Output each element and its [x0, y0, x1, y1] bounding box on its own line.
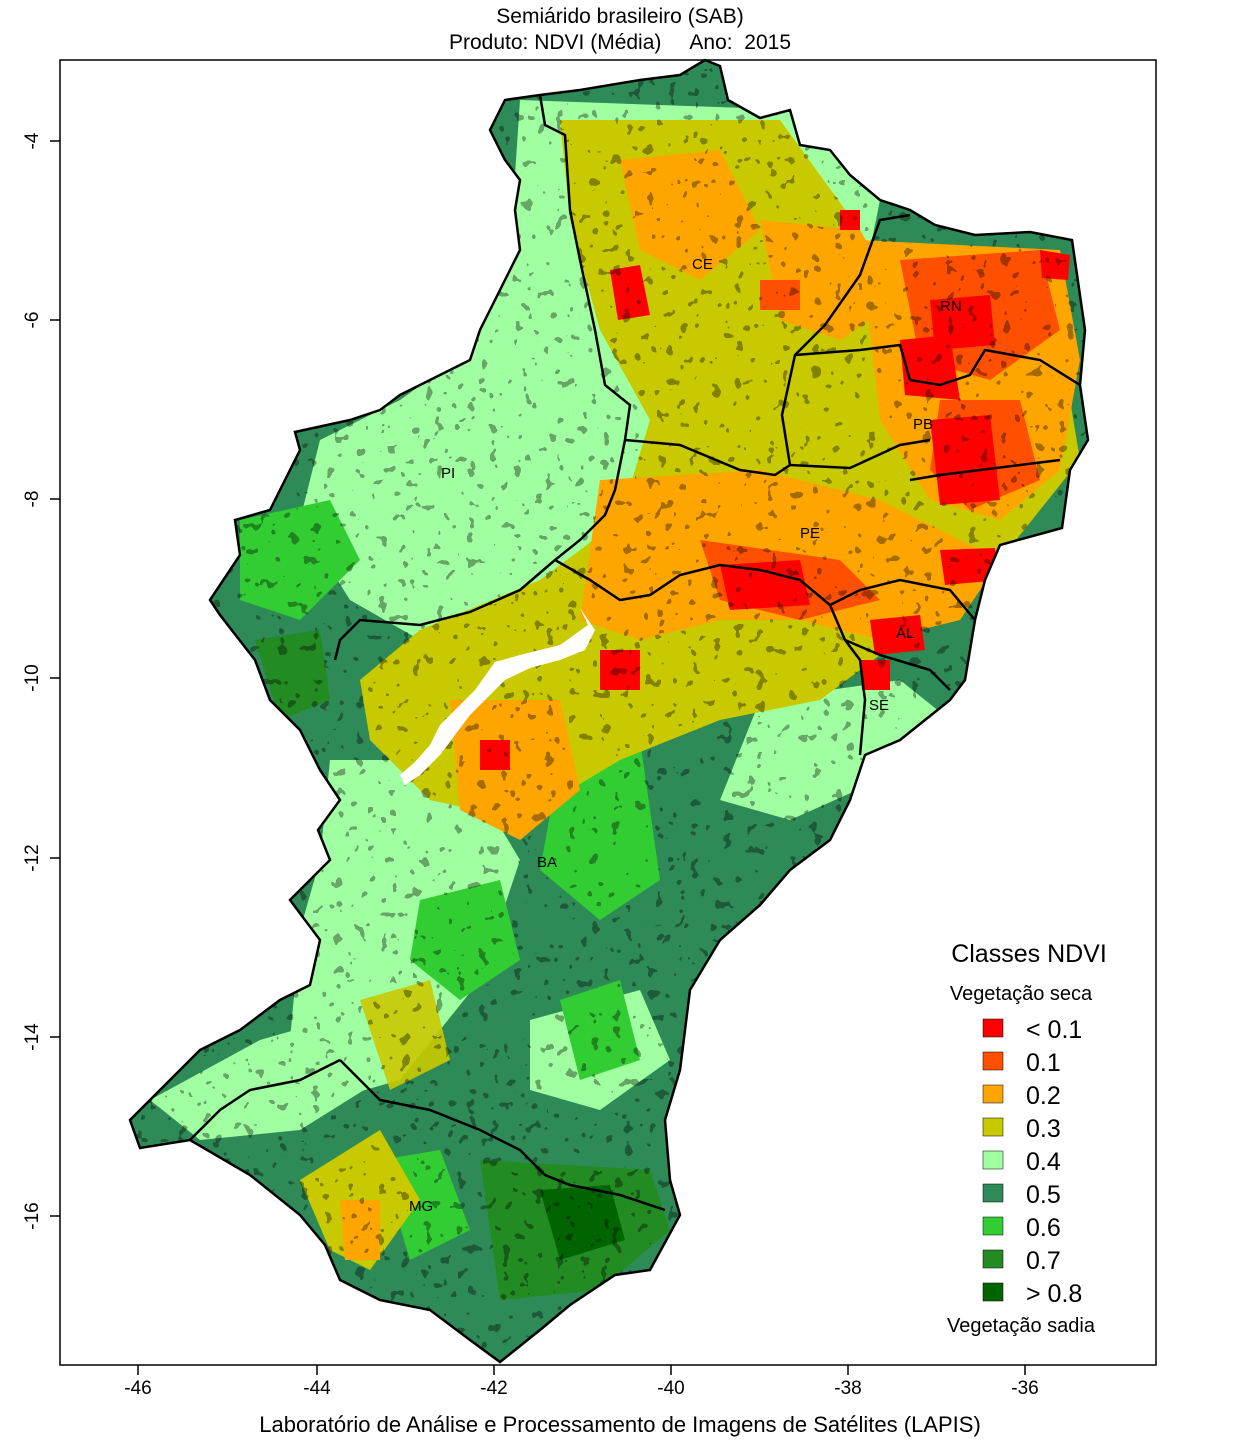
state-label-pb: PB — [913, 416, 933, 433]
y-tick-label: -6 — [22, 312, 43, 329]
legend-label: > 0.8 — [1026, 1280, 1082, 1308]
legend-bottom-caption: Vegetação sadia — [947, 1315, 1096, 1337]
y-tick-label: -14 — [22, 1023, 43, 1051]
x-tick-label: -42 — [480, 1378, 507, 1399]
y-tick-label: -4 — [22, 132, 43, 149]
legend-swatch — [982, 1051, 1004, 1071]
state-borders — [189, 94, 1081, 1212]
legend: Classes NDVI Vegetação seca < 0.1 0.1 0.… — [947, 940, 1107, 1337]
legend-swatch — [982, 1117, 1004, 1137]
legend-swatch — [982, 1216, 1004, 1236]
state-label-ce: CE — [692, 256, 713, 273]
x-tick-label: -46 — [124, 1378, 151, 1399]
legend-label: 0.2 — [1026, 1082, 1061, 1110]
legend-label: 0.3 — [1026, 1115, 1061, 1143]
legend-swatch — [982, 1183, 1004, 1203]
legend-label: 0.7 — [1026, 1247, 1061, 1275]
state-label-rn: RN — [940, 298, 962, 315]
legend-title: Classes NDVI — [951, 940, 1107, 968]
state-label-se: SE — [869, 697, 889, 714]
y-tick-label: -8 — [22, 491, 43, 508]
legend-swatch — [982, 1249, 1004, 1269]
state-label-mg: MG — [409, 1198, 433, 1215]
y-tick-label: -12 — [22, 844, 43, 871]
legend-top-caption: Vegetação seca — [950, 983, 1093, 1005]
legend-swatch — [982, 1282, 1004, 1302]
x-tick-label: -40 — [657, 1378, 684, 1399]
legend-swatch — [982, 1018, 1004, 1038]
legend-label: 0.4 — [1026, 1148, 1061, 1176]
x-tick-label: -38 — [834, 1378, 861, 1399]
state-label-al: AL — [896, 625, 914, 642]
legend-swatch — [982, 1150, 1004, 1170]
map-subtitle: Produto: NDVI (Média) Ano: 2015 — [448, 31, 791, 54]
state-label-pe: PE — [800, 525, 820, 542]
x-axis — [137, 1365, 1026, 1375]
legend-label: 0.1 — [1026, 1049, 1061, 1077]
y-axis — [50, 140, 60, 1217]
legend-swatch — [982, 1084, 1004, 1104]
y-tick-label: -10 — [22, 664, 43, 691]
x-tick-label: -44 — [303, 1378, 331, 1399]
legend-label: 0.6 — [1026, 1214, 1061, 1242]
legend-label: 0.5 — [1026, 1181, 1061, 1209]
legend-label: < 0.1 — [1026, 1016, 1082, 1044]
footer-credit: Laboratório de Análise e Processamento d… — [259, 1412, 981, 1437]
state-label-ba: BA — [537, 854, 557, 871]
x-tick-label: -36 — [1011, 1378, 1038, 1399]
state-label-pi: PI — [441, 465, 455, 482]
map-title: Semiárido brasileiro (SAB) — [496, 5, 744, 28]
y-tick-label: -16 — [22, 1202, 43, 1229]
ndvi-raster — [130, 60, 1088, 1362]
